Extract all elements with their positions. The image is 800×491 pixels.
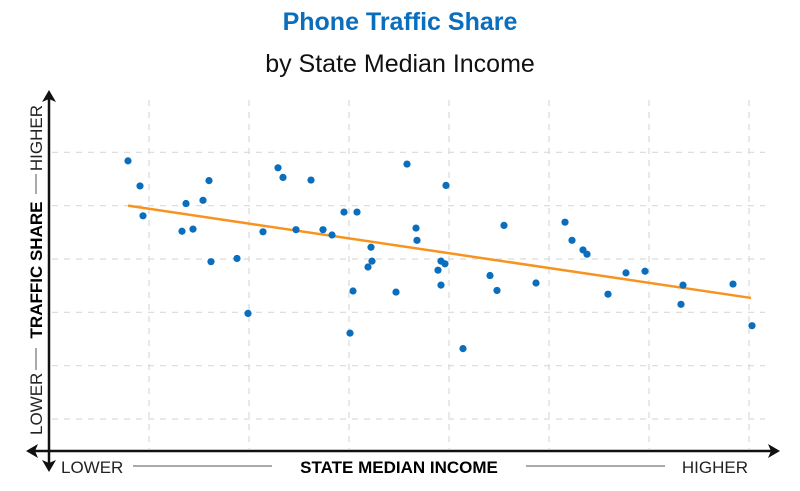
data-point [677, 300, 685, 308]
data-point [568, 236, 576, 244]
data-point [233, 254, 241, 263]
data-point [189, 225, 197, 233]
data-point [259, 228, 267, 236]
data-point [124, 157, 132, 165]
data-point [604, 290, 612, 298]
points-group [124, 157, 756, 353]
data-point [442, 181, 450, 189]
data-point [274, 164, 282, 172]
axes [26, 90, 780, 472]
data-point [292, 226, 300, 234]
data-point [364, 263, 372, 271]
data-point [207, 258, 215, 266]
x-axis-label: STATE MEDIAN INCOME [300, 458, 498, 477]
chart-subtitle: by State Median Income [265, 50, 535, 78]
data-point [346, 329, 354, 337]
data-point [392, 288, 400, 296]
data-point [178, 227, 186, 235]
data-point [349, 287, 357, 295]
data-point [679, 281, 687, 289]
trendline-group [127, 204, 752, 300]
data-point [199, 196, 207, 204]
chart-title: Phone Traffic Share [282, 8, 518, 36]
data-point [561, 218, 569, 226]
y-axis-high-label: HIGHER [27, 105, 46, 171]
data-point [729, 280, 737, 288]
data-point [532, 279, 540, 287]
data-point [583, 250, 591, 258]
y-axis-low-label: LOWER [27, 373, 46, 435]
data-point [413, 236, 421, 244]
data-point [748, 322, 756, 330]
data-point [279, 173, 287, 181]
data-point [307, 176, 315, 184]
data-point [459, 345, 467, 353]
data-point [367, 243, 375, 251]
data-point [486, 271, 494, 280]
data-point [319, 226, 327, 234]
data-point [205, 177, 213, 185]
data-point [412, 224, 420, 232]
data-point [434, 266, 442, 274]
data-point [139, 212, 147, 220]
data-point [340, 208, 348, 216]
data-point [136, 182, 144, 190]
x-axis-arrow-right [768, 444, 780, 458]
data-point [182, 199, 190, 208]
data-point [244, 309, 252, 317]
data-point [493, 286, 501, 295]
y-axis-arrow-top [42, 90, 56, 102]
data-point [328, 231, 336, 239]
data-point [403, 160, 411, 168]
trendline [127, 204, 752, 300]
data-point [441, 260, 449, 268]
data-point [500, 221, 508, 229]
data-point [437, 281, 445, 289]
y-axis-label: TRAFFIC SHARE [27, 202, 46, 339]
data-point [353, 208, 361, 216]
x-axis-arrow-left [26, 444, 38, 458]
data-point [622, 269, 630, 277]
x-axis-high-label: HIGHER [682, 458, 748, 477]
y-axis-arrow-bottom [42, 460, 56, 472]
x-axis-low-label: LOWER [61, 458, 123, 477]
grid [52, 100, 765, 449]
data-point [368, 257, 376, 265]
data-point [641, 267, 649, 275]
